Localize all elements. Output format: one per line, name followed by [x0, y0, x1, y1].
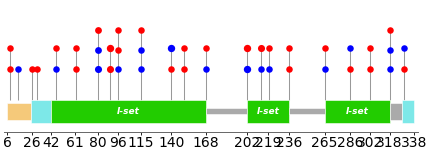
Point	[244, 68, 251, 70]
Point	[321, 68, 328, 70]
Point	[53, 68, 60, 70]
Point	[258, 68, 264, 70]
Point	[258, 47, 264, 49]
Point	[107, 68, 114, 70]
Point	[28, 68, 35, 70]
FancyBboxPatch shape	[7, 103, 31, 120]
Point	[95, 48, 101, 51]
Text: I-set: I-set	[117, 107, 140, 116]
Point	[95, 68, 101, 70]
Point	[401, 47, 408, 49]
Point	[15, 68, 22, 70]
Point	[347, 47, 354, 49]
Point	[168, 68, 175, 70]
FancyBboxPatch shape	[51, 100, 206, 123]
Point	[137, 68, 144, 70]
FancyBboxPatch shape	[402, 100, 414, 123]
Point	[286, 47, 292, 49]
Point	[6, 68, 13, 70]
Point	[366, 68, 373, 70]
Point	[366, 47, 373, 49]
Point	[347, 68, 354, 70]
Point	[244, 47, 251, 49]
Point	[107, 47, 114, 49]
Point	[386, 68, 393, 70]
Point	[137, 48, 144, 51]
FancyBboxPatch shape	[289, 108, 325, 114]
Point	[202, 68, 209, 70]
Point	[72, 68, 79, 70]
Point	[72, 47, 79, 49]
FancyBboxPatch shape	[325, 100, 390, 123]
Point	[321, 47, 328, 49]
FancyBboxPatch shape	[390, 103, 402, 120]
Text: I-set: I-set	[346, 107, 369, 116]
Point	[114, 29, 121, 32]
Point	[168, 47, 175, 49]
Point	[266, 68, 273, 70]
Point	[286, 68, 292, 70]
Point	[401, 68, 408, 70]
Point	[386, 29, 393, 32]
FancyBboxPatch shape	[206, 108, 247, 114]
Point	[114, 48, 121, 51]
Point	[180, 68, 187, 70]
FancyBboxPatch shape	[31, 100, 51, 123]
Point	[95, 29, 101, 32]
Point	[137, 29, 144, 32]
Point	[114, 68, 121, 70]
Point	[33, 68, 40, 70]
Point	[266, 47, 273, 49]
Point	[6, 47, 13, 49]
Point	[53, 47, 60, 49]
Point	[386, 48, 393, 51]
Text: I-set: I-set	[257, 107, 280, 116]
FancyBboxPatch shape	[247, 100, 289, 123]
Point	[202, 47, 209, 49]
Point	[180, 47, 187, 49]
